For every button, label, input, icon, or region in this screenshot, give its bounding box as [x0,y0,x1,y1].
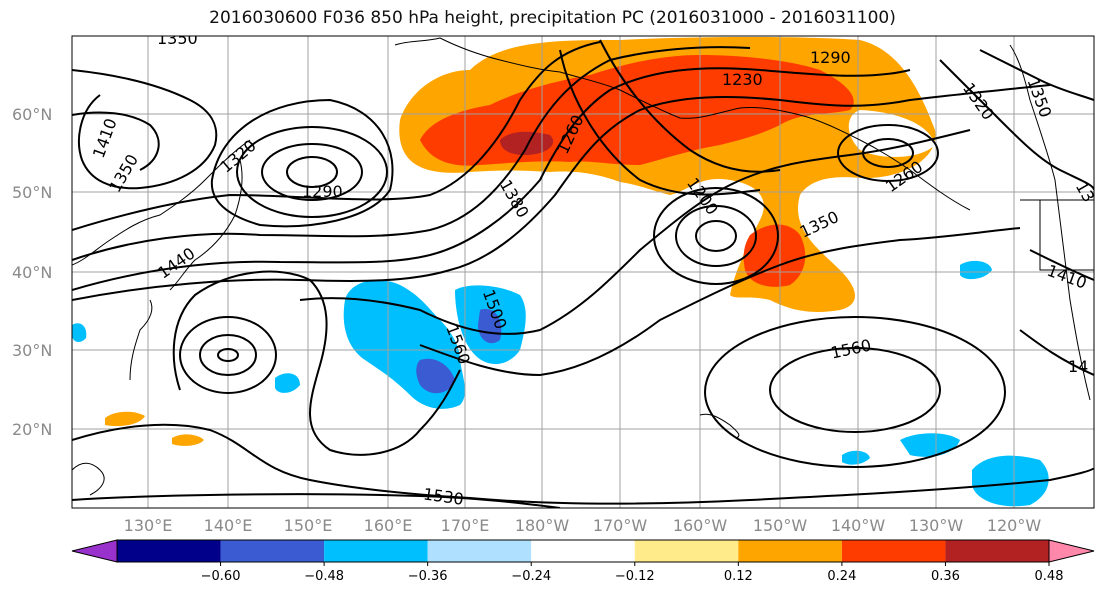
lon-label: 130°W [909,516,964,535]
coastlines [72,37,1094,496]
precip-blue-7 [842,450,870,465]
lon-label: 130°E [124,516,173,535]
height-contours [72,39,1094,508]
colorbar-segment [324,540,428,562]
colorbar-tick-label: 0.12 [724,569,753,584]
precip-blue-8 [72,323,87,342]
colorbar-tick-label: −0.36 [408,569,448,584]
lat-label: 30°N [12,341,52,360]
colorbar-tick-label: −0.12 [615,569,655,584]
lon-label: 150°W [753,516,808,535]
precip-small-1 [105,411,145,427]
colorbar-tick-label: 0.24 [827,569,856,584]
colorbar-extend-max [1048,539,1095,563]
colorbar-segment [427,540,532,562]
map-frame [71,35,1095,509]
colorbar-frame [116,539,1050,563]
lon-label: 170°E [441,516,490,535]
map-title: 2016030600 F036 850 hPa height, precipit… [209,8,896,28]
colorbar-tick-label: 0.48 [1035,569,1064,584]
contour-label: 1530 [422,484,465,508]
colorbar-tick-label: −0.60 [201,569,241,584]
precip-blue-3 [275,373,300,393]
contour-label: 1230 [722,70,763,89]
precip-small-2 [172,434,204,446]
precip-blue-6 [960,260,992,280]
lon-label: 160°W [673,516,728,535]
colorbar-segment [945,540,1049,562]
lat-label: 20°N [12,420,52,439]
colorbar-tick-label: −0.24 [511,569,551,584]
lat-label: 60°N [12,105,52,124]
contour-label: 1350 [157,29,198,48]
colorbar-tick-label: 0.36 [931,569,960,584]
lon-label: 140°E [204,516,253,535]
lat-label: 50°N [12,183,52,202]
precip-blue-4 [972,455,1049,507]
precip-region-red-2 [743,224,806,287]
colorbar-segment [634,540,739,562]
lon-label: 140°W [831,516,886,535]
precip-darkblue-1 [416,358,455,394]
contour-label: 14 [1068,357,1088,376]
colorbar-segment [117,540,221,562]
lon-label: 180°W [515,516,570,535]
lon-label: 120°W [987,516,1042,535]
lat-label: 40°N [12,263,52,282]
colorbar-segment [738,540,842,562]
precip-darkblue-2 [478,309,502,344]
colorbar: −0.60 −0.48 −0.36 −0.24 −0.12 0.12 0.24 0.36 0.4… [71,539,1095,584]
latitude-labels: 60°N 50°N 40°N 30°N 20°N [12,105,52,439]
map-panel: 1350 1290 1230 1350 1320 1410 1350 1320 … [72,29,1094,508]
lon-label: 170°W [593,516,648,535]
contour-label: 1290 [810,48,851,67]
colorbar-tick-label: −0.48 [304,569,344,584]
colorbar-segment [220,540,325,562]
lon-label: 150°E [284,516,333,535]
colorbar-extend-min [71,539,118,563]
colorbar-segment [841,540,946,562]
graticule [72,36,1094,508]
contour-label: 1290 [302,182,343,201]
lon-label: 160°E [364,516,413,535]
colorbar-segment [531,540,635,562]
precip-region-darkred [500,131,554,155]
longitude-labels: 130°E 140°E 150°E 160°E 170°E 180°W 170°… [124,516,1042,535]
